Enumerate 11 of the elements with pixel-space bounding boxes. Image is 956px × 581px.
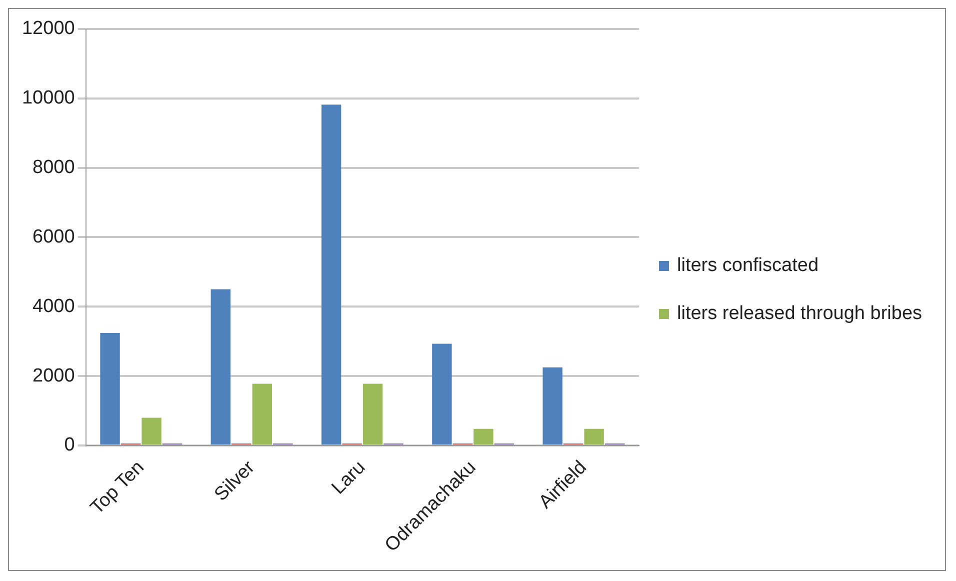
y-tick-label: 0 <box>64 434 75 456</box>
y-tick-label: 8000 <box>32 157 75 178</box>
x-tick-label: Laru <box>328 456 370 499</box>
legend-label: liters released through bribes <box>677 302 922 326</box>
y-tick-label: 12000 <box>22 18 75 40</box>
x-tick-label: Top Ten <box>86 456 148 519</box>
y-tick-label: 10000 <box>22 88 75 109</box>
y-tick-label: 6000 <box>32 226 75 248</box>
y-tick-label: 2000 <box>32 365 75 386</box>
y-tick-label: 4000 <box>32 296 75 317</box>
legend-label: liters confiscated <box>677 254 819 278</box>
